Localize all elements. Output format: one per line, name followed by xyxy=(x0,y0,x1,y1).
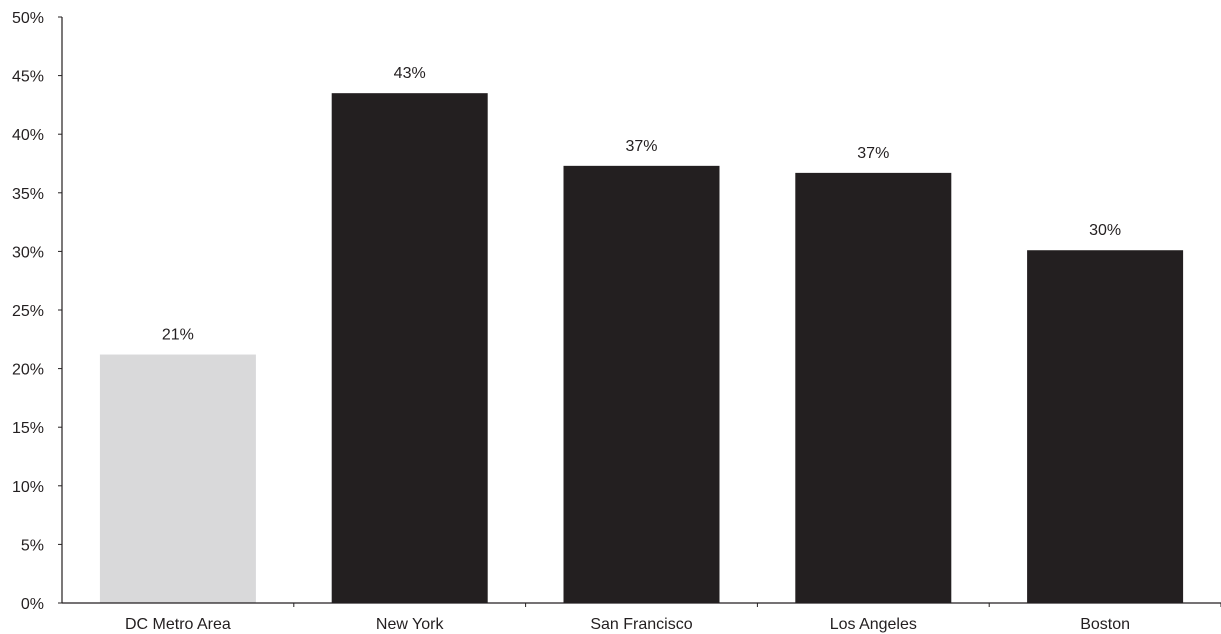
data-label: 21% xyxy=(162,327,194,344)
y-tick-label: 35% xyxy=(12,186,44,203)
y-tick-label: 10% xyxy=(12,479,44,496)
bar xyxy=(1027,250,1184,603)
y-tick-label: 50% xyxy=(12,10,44,27)
category-label: Los Angeles xyxy=(830,616,917,633)
y-tick-label: 40% xyxy=(12,127,44,144)
data-label: 37% xyxy=(625,138,657,155)
bars xyxy=(99,93,1184,604)
y-axis: 0% 5% 10% 15% 20% 25% 30% 35% 40% 45% 50% xyxy=(12,10,63,613)
y-tick-label: 30% xyxy=(12,244,44,261)
data-labels: 21% 43% 37% 37% 30% xyxy=(162,65,1121,343)
bar xyxy=(563,165,720,603)
bar xyxy=(99,354,256,603)
category-label: Boston xyxy=(1080,616,1130,633)
category-label: San Francisco xyxy=(590,616,692,633)
bar xyxy=(331,93,488,604)
y-tick-label: 25% xyxy=(12,303,44,320)
bar xyxy=(795,172,952,603)
y-tick-label: 5% xyxy=(21,537,44,554)
data-label: 37% xyxy=(857,145,889,162)
x-axis: DC Metro Area New York San Francisco Los An… xyxy=(62,602,1221,633)
y-tick-label: 20% xyxy=(12,362,44,379)
y-tick-label: 45% xyxy=(12,69,44,86)
y-tick-label: 0% xyxy=(21,596,44,613)
data-label: 43% xyxy=(394,65,426,82)
data-label: 30% xyxy=(1089,222,1121,239)
category-label: New York xyxy=(376,616,445,633)
y-tick-label: 15% xyxy=(12,420,44,437)
category-label: DC Metro Area xyxy=(125,616,231,633)
